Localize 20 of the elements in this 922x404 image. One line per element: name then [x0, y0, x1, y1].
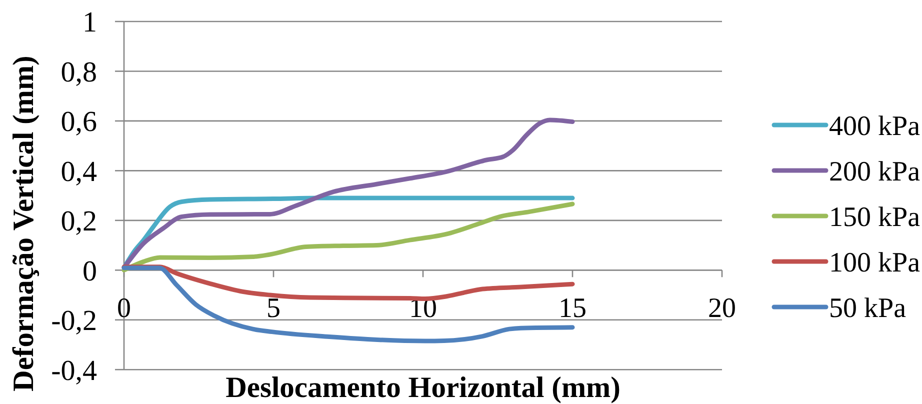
x-tick-label: 20 — [708, 293, 736, 324]
y-axis-title: Deformação Vertical (mm) — [8, 56, 40, 392]
y-tick-label: -0,4 — [51, 354, 98, 387]
y-tick-label: 0,2 — [60, 206, 97, 238]
x-axis-title: Deslocamento Horizontal (mm) — [226, 372, 620, 404]
legend-label: 400 kPa — [829, 110, 921, 142]
y-tick-label: 0,4 — [60, 156, 98, 188]
legend-label: 200 kPa — [829, 156, 921, 188]
y-tick-label: 0,8 — [60, 56, 97, 88]
legend-label: 100 kPa — [829, 247, 921, 278]
y-tick-label: 1 — [82, 6, 97, 39]
x-tick-label: 0 — [117, 293, 131, 324]
y-tick-label: 0,6 — [60, 106, 97, 138]
legend-label: 50 kPa — [829, 292, 907, 324]
x-tick-label: 5 — [266, 293, 280, 324]
y-tick-label: 0 — [82, 255, 97, 288]
line-series — [122, 118, 575, 270]
y-tick-label: -0,2 — [51, 305, 97, 338]
x-tick-label: 15 — [558, 293, 586, 324]
legend-label: 150 kPa — [829, 202, 921, 233]
